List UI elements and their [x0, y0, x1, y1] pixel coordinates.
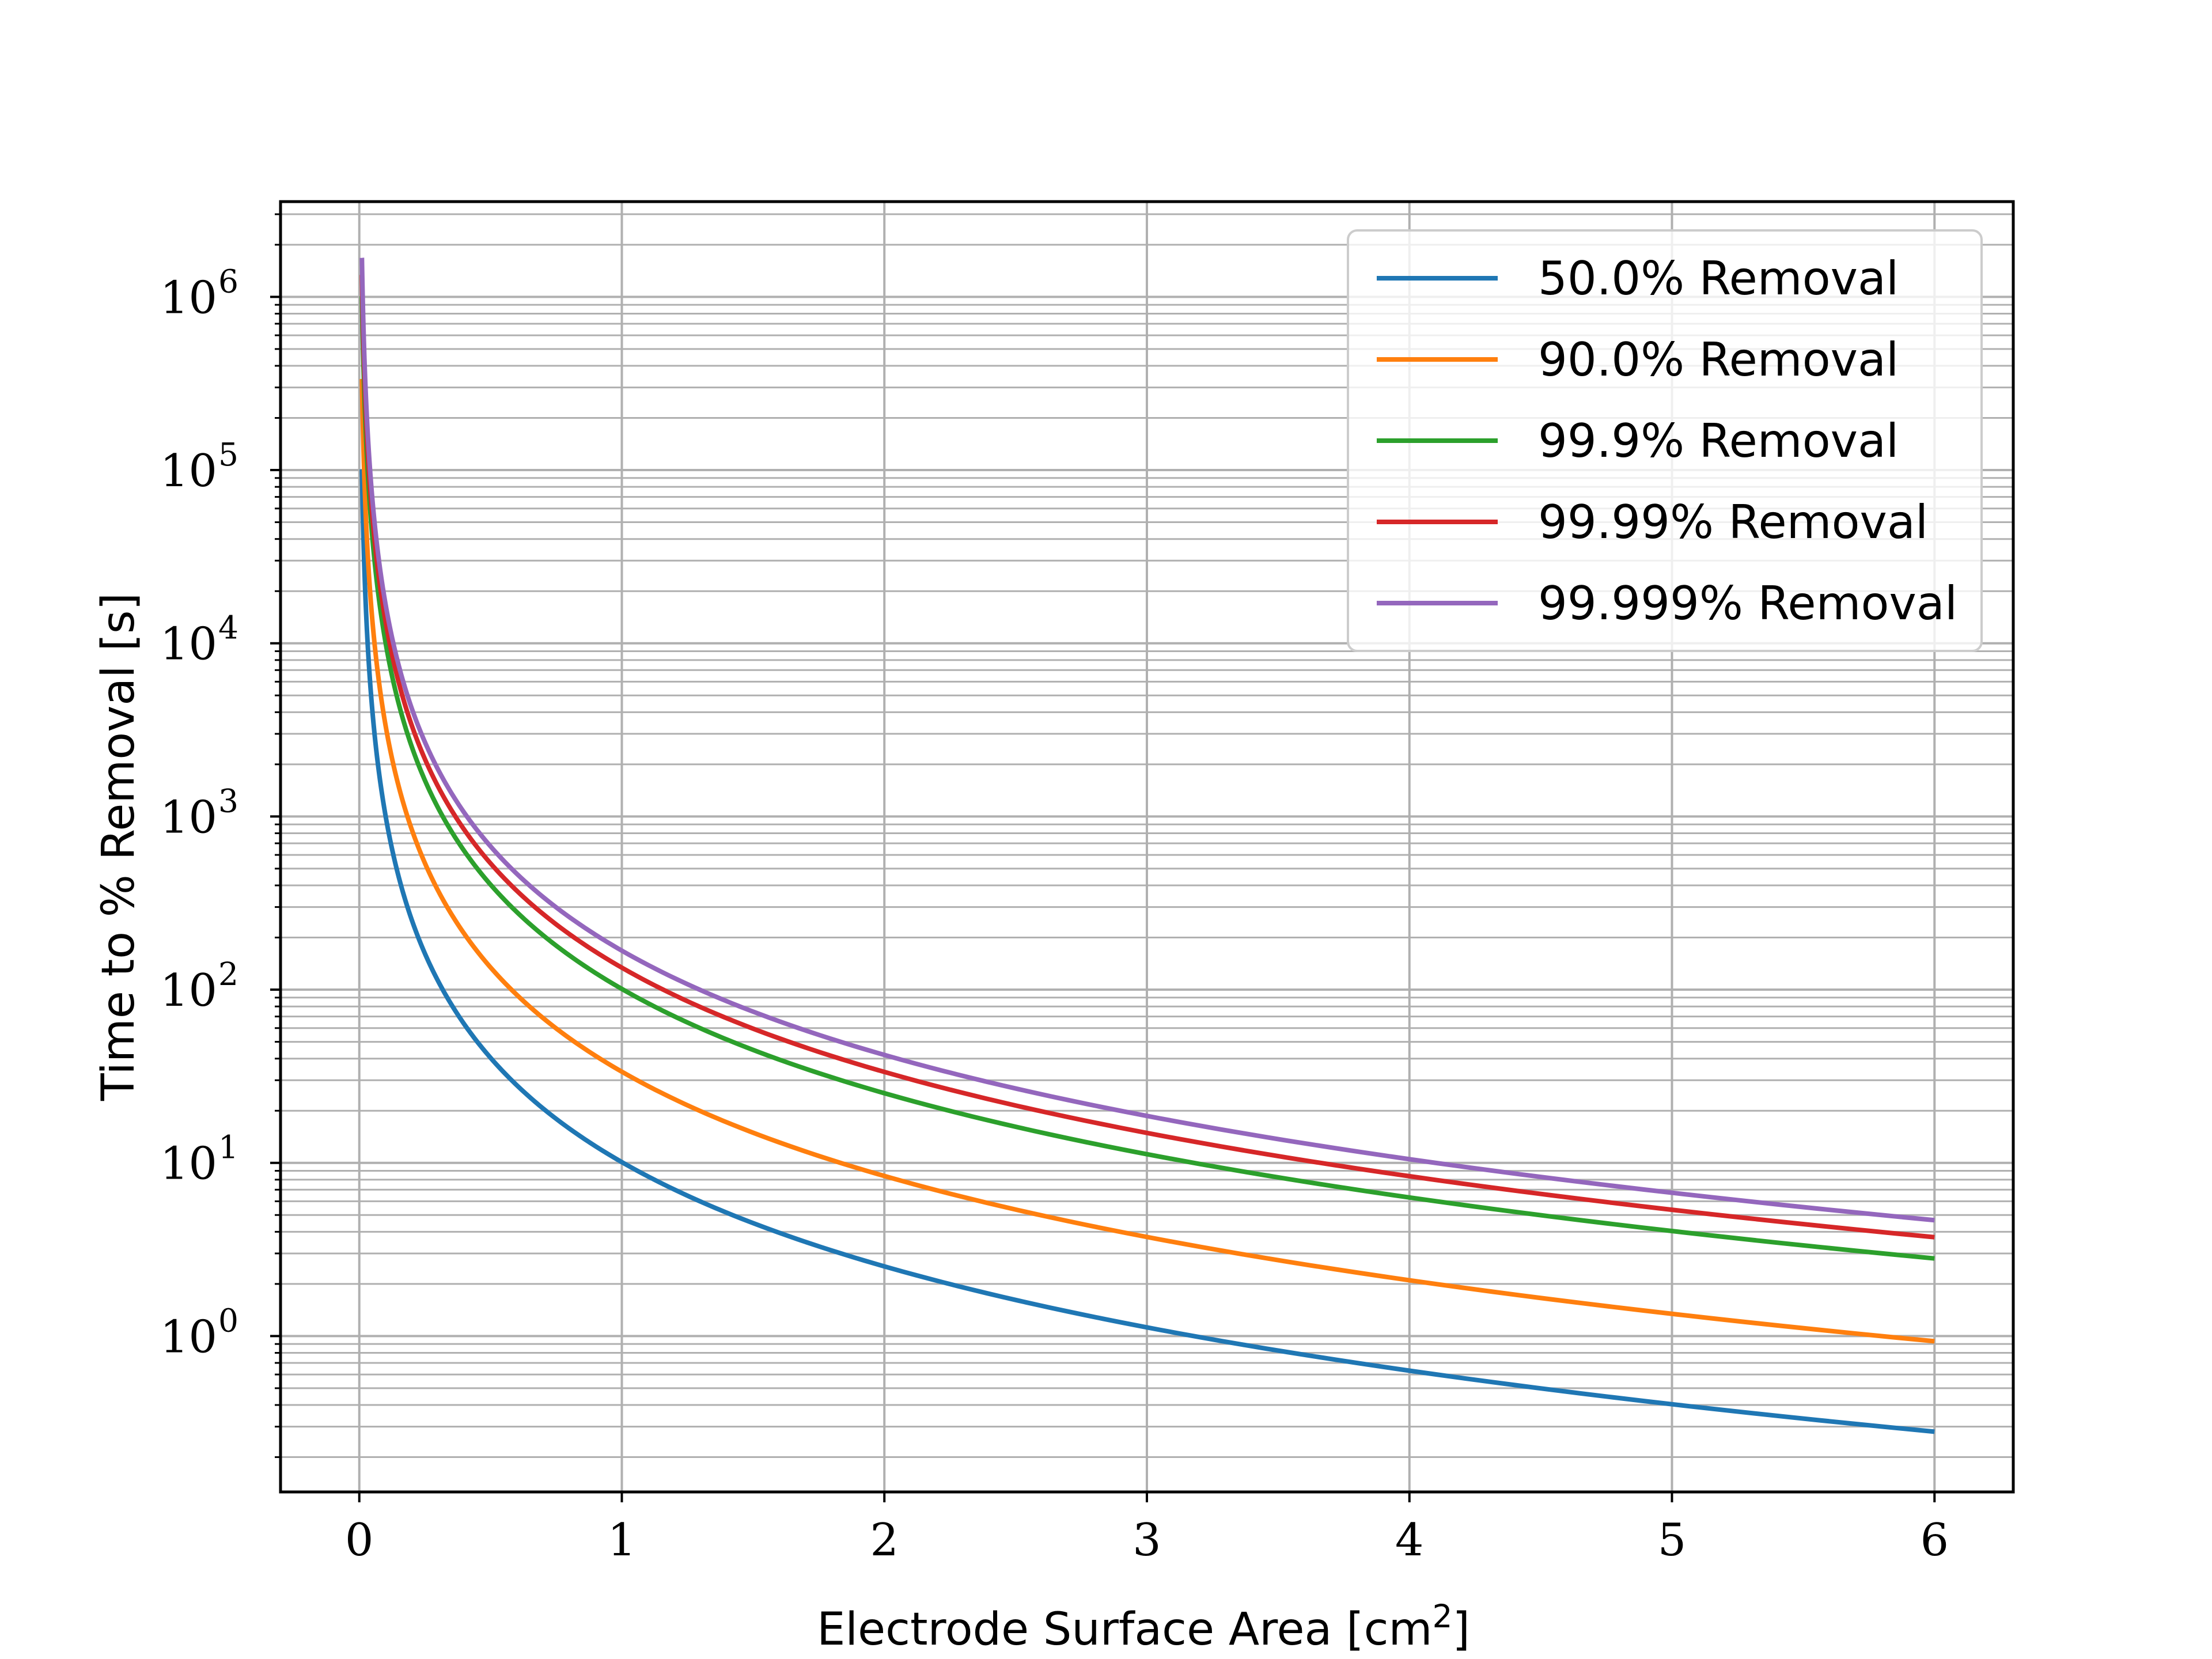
series-lines [359, 255, 1935, 1434]
series-line-2 [359, 376, 1935, 1344]
y-tick-exponent: 1 [218, 1129, 238, 1166]
x-tick-label: 5 [1658, 1514, 1687, 1566]
x-tick-label: 0 [345, 1514, 374, 1566]
legend-label-3: 99.9% Removal [1538, 414, 1899, 468]
series-line-1 [359, 467, 1935, 1434]
y-tick-label: 10 [160, 1311, 217, 1363]
y-tick-label: 10 [160, 965, 217, 1017]
ticks [270, 213, 1936, 1502]
legend-box [1347, 229, 1983, 652]
series-line-5 [359, 255, 1935, 1223]
x-axis-label: Electrode Surface Area [cm2] [817, 1598, 1470, 1656]
y-tick-exponent: 5 [218, 436, 238, 473]
y-tick-exponent: 4 [218, 609, 238, 646]
x-tick-label: 6 [1920, 1514, 1949, 1566]
y-tick-exponent: 3 [218, 782, 238, 819]
legend: 50.0% Removal 90.0% Removal 99.9% Removal 9… [1347, 229, 1983, 652]
y-tick-label: 10 [160, 619, 217, 671]
legend-label-1: 50.0% Removal [1538, 252, 1899, 305]
y-axis-label: Time to % Removal [s] [93, 593, 145, 1101]
legend-label-5: 99.999% Removal [1538, 577, 1957, 630]
legend-label-2: 90.0% Removal [1538, 333, 1899, 387]
y-tick-exponent: 6 [218, 263, 238, 300]
y-tick-label: 10 [160, 445, 217, 497]
x-tick-label: 4 [1395, 1514, 1424, 1566]
x-tick-label: 3 [1132, 1514, 1161, 1566]
y-tick-label: 10 [160, 1138, 217, 1190]
x-tick-label: 1 [608, 1514, 637, 1566]
y-tick-exponent: 0 [218, 1302, 238, 1339]
y-tick-label: 10 [160, 791, 217, 843]
legend-label-4: 99.99% Removal [1538, 495, 1928, 549]
y-tick-exponent: 2 [218, 956, 238, 993]
x-tick-label: 2 [870, 1514, 899, 1566]
y-tick-label: 10 [160, 272, 217, 324]
